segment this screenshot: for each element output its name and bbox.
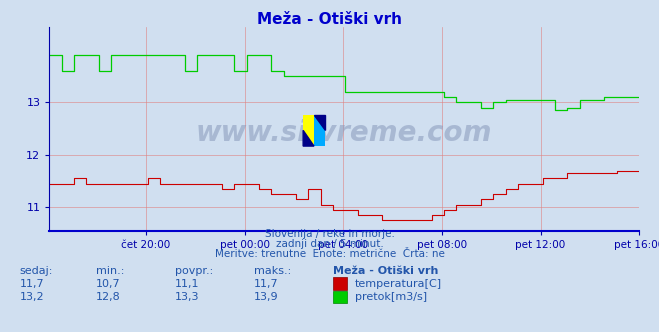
Text: maks.:: maks.: <box>254 266 291 276</box>
Text: Meža - Otiški vrh: Meža - Otiški vrh <box>333 266 438 276</box>
Text: sedaj:: sedaj: <box>20 266 53 276</box>
Text: 13,2: 13,2 <box>20 292 44 302</box>
Text: Meža - Otiški vrh: Meža - Otiški vrh <box>257 12 402 27</box>
Text: 13,3: 13,3 <box>175 292 199 302</box>
Text: Meritve: trenutne  Enote: metrične  Črta: ne: Meritve: trenutne Enote: metrične Črta: … <box>215 249 444 259</box>
Text: temperatura[C]: temperatura[C] <box>355 279 442 289</box>
Text: 11,1: 11,1 <box>175 279 199 289</box>
Text: www.si-vreme.com: www.si-vreme.com <box>196 119 492 147</box>
Text: 10,7: 10,7 <box>96 279 120 289</box>
Text: povpr.:: povpr.: <box>175 266 213 276</box>
Text: zadnji dan / 5 minut.: zadnji dan / 5 minut. <box>275 239 384 249</box>
Text: 12,8: 12,8 <box>96 292 121 302</box>
Text: pretok[m3/s]: pretok[m3/s] <box>355 292 426 302</box>
Text: Slovenija / reke in morje.: Slovenija / reke in morje. <box>264 229 395 239</box>
Text: min.:: min.: <box>96 266 124 276</box>
Text: 13,9: 13,9 <box>254 292 278 302</box>
Text: 11,7: 11,7 <box>20 279 44 289</box>
Text: 11,7: 11,7 <box>254 279 278 289</box>
